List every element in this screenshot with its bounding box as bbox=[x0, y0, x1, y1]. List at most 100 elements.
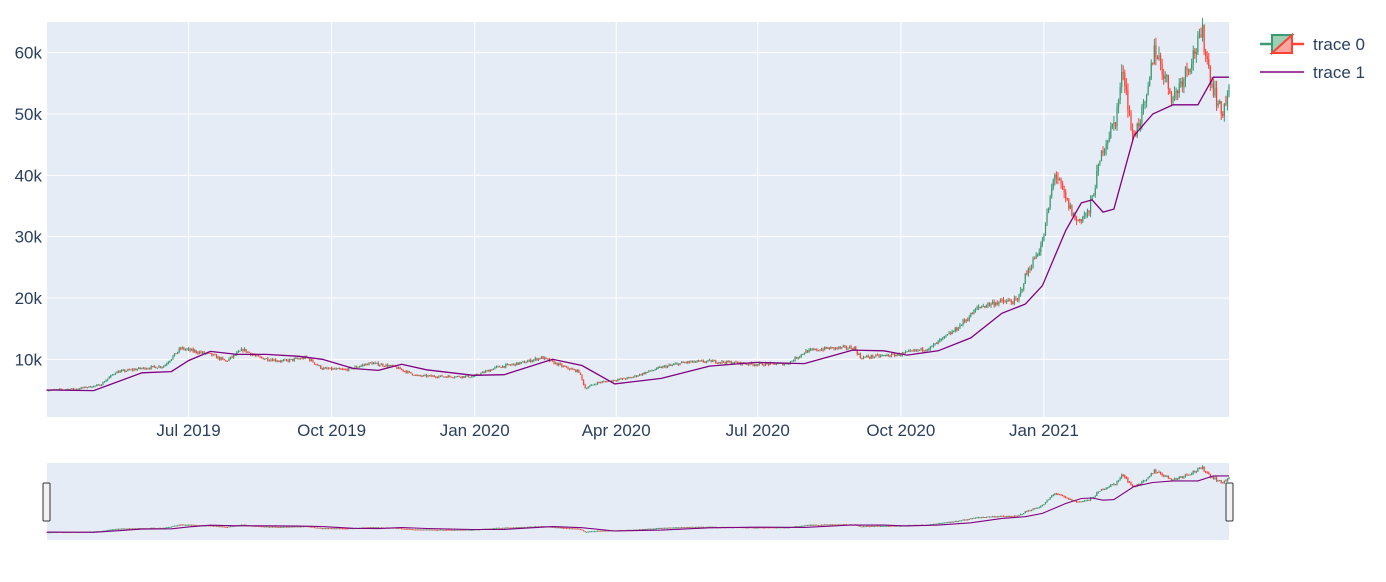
candle-body[interactable] bbox=[198, 351, 201, 354]
candle-body[interactable] bbox=[142, 367, 145, 369]
candle-body[interactable] bbox=[724, 362, 726, 364]
candle-body[interactable] bbox=[705, 361, 708, 363]
candle-body[interactable] bbox=[1183, 78, 1185, 87]
candle-body[interactable] bbox=[612, 380, 614, 382]
candle-body[interactable] bbox=[149, 368, 151, 370]
candle-body[interactable] bbox=[410, 372, 412, 374]
candle-body[interactable] bbox=[883, 355, 885, 357]
candle-body[interactable] bbox=[183, 347, 185, 350]
candle-body[interactable] bbox=[755, 364, 757, 366]
candle-body[interactable] bbox=[514, 363, 516, 366]
candle-body[interactable] bbox=[651, 370, 653, 372]
candle-body[interactable] bbox=[178, 348, 180, 352]
candle-body[interactable] bbox=[124, 369, 126, 372]
candle-body[interactable] bbox=[302, 357, 305, 359]
candle-body[interactable] bbox=[480, 373, 482, 375]
candle-body[interactable] bbox=[167, 362, 169, 364]
candle-body[interactable] bbox=[959, 324, 961, 329]
candle-body[interactable] bbox=[520, 362, 522, 364]
candle-body[interactable] bbox=[708, 359, 711, 361]
range-slider-left-handle[interactable] bbox=[42, 482, 51, 522]
candle-body[interactable] bbox=[83, 386, 85, 388]
candle-body[interactable] bbox=[607, 380, 610, 382]
candle-body[interactable] bbox=[386, 364, 389, 367]
candle-body[interactable] bbox=[136, 369, 138, 371]
candle-body[interactable] bbox=[522, 361, 524, 363]
candle-body[interactable] bbox=[99, 384, 101, 386]
candle-body[interactable] bbox=[1105, 143, 1107, 150]
candle-body[interactable] bbox=[660, 366, 662, 368]
candle-body[interactable] bbox=[1214, 88, 1216, 96]
candle-body[interactable] bbox=[1080, 219, 1082, 222]
candle-body[interactable] bbox=[358, 366, 361, 368]
candle-body[interactable] bbox=[984, 306, 986, 308]
candle-body[interactable] bbox=[456, 376, 459, 378]
candle-body[interactable] bbox=[1037, 254, 1039, 256]
candle-body[interactable] bbox=[452, 377, 454, 379]
candle-body[interactable] bbox=[713, 360, 715, 362]
candle-body[interactable] bbox=[256, 355, 258, 357]
candle-body[interactable] bbox=[318, 365, 320, 367]
candle-body[interactable] bbox=[830, 347, 832, 350]
candle-body[interactable] bbox=[813, 349, 815, 351]
candle-body[interactable] bbox=[439, 375, 442, 377]
candle-body[interactable] bbox=[228, 358, 230, 361]
candle-body[interactable] bbox=[626, 377, 628, 380]
candle-body[interactable] bbox=[974, 309, 977, 311]
candle-body[interactable] bbox=[1029, 268, 1031, 270]
candle-body[interactable] bbox=[533, 359, 535, 361]
candle-body[interactable] bbox=[1200, 34, 1202, 38]
candle-body[interactable] bbox=[589, 385, 591, 388]
candle-body[interactable] bbox=[615, 380, 617, 382]
candle-body[interactable] bbox=[460, 376, 462, 378]
candle-body[interactable] bbox=[791, 360, 793, 362]
candle-body[interactable] bbox=[96, 384, 98, 386]
candle-body[interactable] bbox=[716, 362, 718, 364]
candle-body[interactable] bbox=[1206, 56, 1208, 60]
candle-body[interactable] bbox=[1116, 106, 1118, 127]
candle-body[interactable] bbox=[284, 359, 286, 361]
candle-body[interactable] bbox=[525, 362, 527, 364]
candle-body[interactable] bbox=[595, 384, 597, 386]
candle-body[interactable] bbox=[1047, 207, 1050, 213]
candle-body[interactable] bbox=[75, 388, 78, 390]
candle-body[interactable] bbox=[1130, 113, 1132, 130]
candle-body[interactable] bbox=[578, 369, 580, 373]
candle-body[interactable] bbox=[1121, 72, 1123, 88]
candle-body[interactable] bbox=[796, 357, 798, 359]
candle-body[interactable] bbox=[621, 378, 624, 380]
candle-body[interactable] bbox=[508, 364, 510, 366]
candle-body[interactable] bbox=[1024, 273, 1026, 284]
candle-body[interactable] bbox=[646, 371, 648, 373]
candle-body[interactable] bbox=[1178, 83, 1180, 94]
candle-body[interactable] bbox=[768, 363, 770, 365]
candle-body[interactable] bbox=[116, 371, 118, 374]
candle-body[interactable] bbox=[1043, 235, 1045, 241]
candle-body[interactable] bbox=[233, 354, 235, 358]
candle-body[interactable] bbox=[934, 343, 936, 345]
candle-body[interactable] bbox=[74, 388, 76, 390]
candle-body[interactable] bbox=[113, 374, 115, 376]
candle-body[interactable] bbox=[1228, 85, 1230, 96]
candle-body[interactable] bbox=[679, 363, 681, 366]
candle-body[interactable] bbox=[461, 376, 463, 378]
candle-body[interactable] bbox=[231, 356, 233, 358]
candle-body[interactable] bbox=[758, 362, 760, 365]
candle-body[interactable] bbox=[592, 384, 594, 386]
candle-body[interactable] bbox=[957, 328, 960, 331]
candle-body[interactable] bbox=[444, 376, 446, 378]
candle-body[interactable] bbox=[696, 360, 698, 362]
candle-body[interactable] bbox=[929, 346, 932, 350]
candle-body[interactable] bbox=[904, 351, 907, 353]
candle-body[interactable] bbox=[1046, 212, 1048, 223]
candle-body[interactable] bbox=[1038, 252, 1040, 255]
candle-body[interactable] bbox=[1142, 102, 1145, 107]
candle-body[interactable] bbox=[707, 359, 709, 362]
candle-body[interactable] bbox=[1086, 210, 1089, 214]
candle-body[interactable] bbox=[657, 367, 659, 369]
candle-body[interactable] bbox=[965, 319, 967, 322]
candle-body[interactable] bbox=[628, 377, 630, 379]
candle-body[interactable] bbox=[164, 364, 166, 367]
candle-body[interactable] bbox=[996, 302, 998, 305]
candle-body[interactable] bbox=[942, 337, 944, 339]
